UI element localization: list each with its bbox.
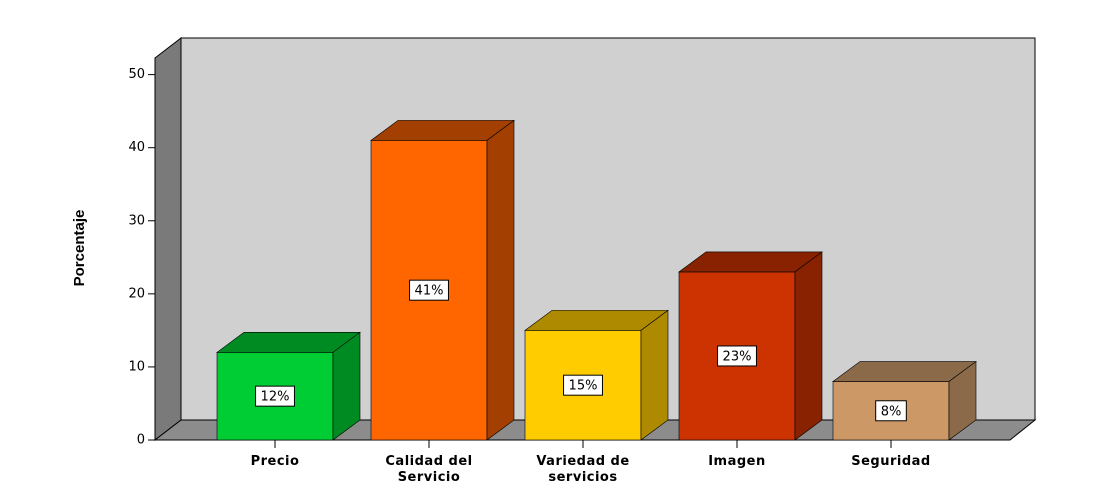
- y-tick-label: 30: [128, 213, 145, 228]
- x-tick-label: Precio: [250, 454, 300, 469]
- value-label-box: [255, 385, 295, 407]
- y-tick-label: 50: [128, 67, 145, 82]
- x-tick-label: Seguridad: [851, 454, 931, 469]
- y-tick-label: 20: [128, 286, 145, 301]
- value-label-box: [563, 374, 603, 396]
- value-label-box: [717, 345, 757, 367]
- bar-side: [332, 331, 361, 441]
- bar-side: [794, 251, 823, 441]
- x-tick-label: Imagen: [708, 454, 766, 469]
- x-tick-label: Variedad de servicios: [536, 454, 630, 485]
- bar-side: [486, 119, 515, 441]
- y-tick-label: 0: [137, 433, 145, 448]
- y-tick-label: 40: [128, 140, 145, 155]
- y-tick-label: 10: [128, 359, 145, 374]
- value-label: 41%: [415, 284, 444, 299]
- x-tick-label: Calidad del Servicio: [385, 454, 473, 485]
- value-label: 8%: [881, 404, 902, 419]
- y-axis-label: Porcentaje: [71, 210, 88, 287]
- value-label: 23%: [723, 349, 752, 364]
- value-label-box: [875, 400, 907, 422]
- bar-side: [948, 360, 977, 441]
- value-label: 12%: [261, 390, 290, 405]
- left-wall: [154, 36, 182, 442]
- value-label: 15%: [569, 379, 598, 394]
- value-label-box: [409, 279, 449, 301]
- bar-side: [640, 309, 669, 441]
